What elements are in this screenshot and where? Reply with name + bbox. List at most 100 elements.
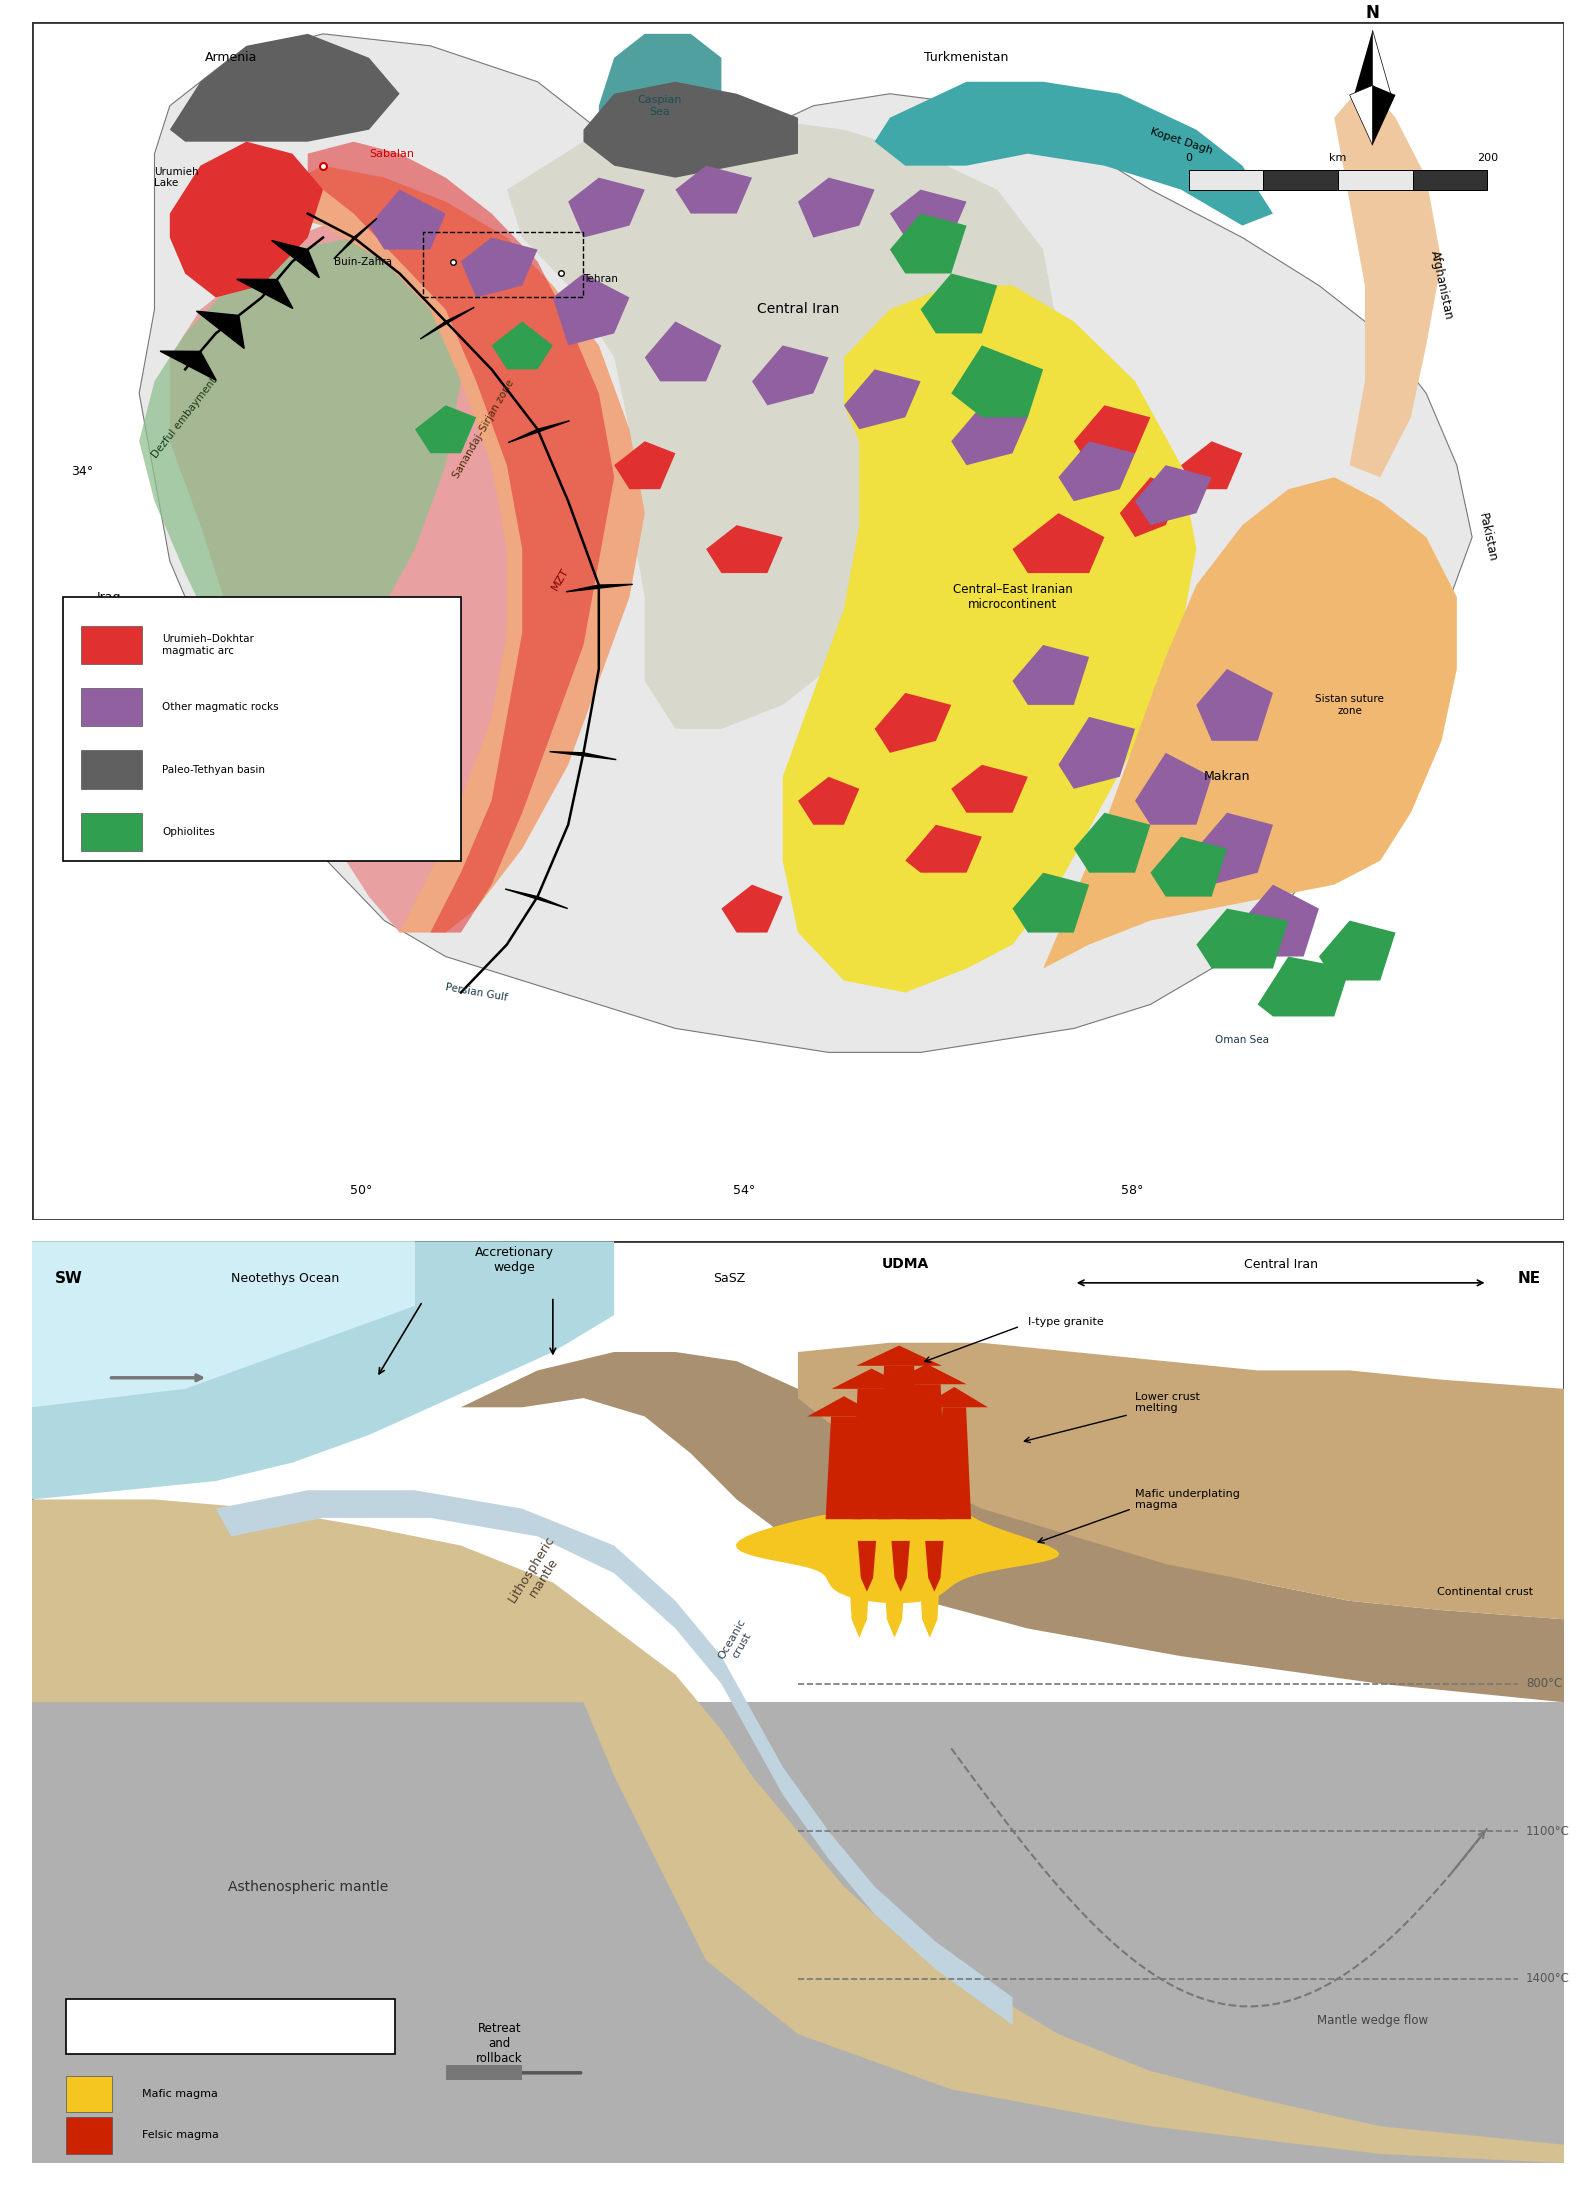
- Text: Mafic magma: Mafic magma: [142, 2089, 219, 2100]
- Polygon shape: [1197, 669, 1274, 741]
- Text: 34°: 34°: [72, 465, 94, 479]
- FancyBboxPatch shape: [81, 749, 142, 789]
- Polygon shape: [1058, 441, 1135, 500]
- Polygon shape: [878, 1366, 921, 1519]
- FancyBboxPatch shape: [32, 22, 1564, 1219]
- Text: 58°: 58°: [1120, 1184, 1143, 1197]
- Text: Oceanic
crust: Oceanic crust: [717, 1617, 758, 1667]
- Polygon shape: [169, 142, 322, 297]
- Text: Accretionary
wedge: Accretionary wedge: [476, 1245, 554, 1274]
- Text: N: N: [1366, 4, 1379, 22]
- Text: MZT: MZT: [551, 566, 571, 592]
- Polygon shape: [271, 240, 319, 277]
- Polygon shape: [892, 1540, 910, 1591]
- Polygon shape: [1135, 754, 1211, 824]
- Polygon shape: [951, 345, 1044, 417]
- Polygon shape: [169, 33, 399, 142]
- Polygon shape: [1012, 645, 1088, 706]
- Polygon shape: [160, 352, 215, 380]
- Text: Central–East Iranian
microcontinent: Central–East Iranian microcontinent: [953, 583, 1073, 612]
- Polygon shape: [875, 693, 951, 754]
- Polygon shape: [921, 273, 998, 334]
- FancyBboxPatch shape: [1412, 170, 1487, 190]
- Text: Other magmatic rocks: Other magmatic rocks: [163, 701, 279, 712]
- Polygon shape: [926, 1540, 943, 1591]
- Polygon shape: [420, 308, 474, 339]
- Text: Armenia: Armenia: [204, 50, 257, 63]
- Polygon shape: [857, 1540, 876, 1591]
- Text: Lower crust
melting: Lower crust melting: [1135, 1392, 1200, 1414]
- Text: 200: 200: [1476, 153, 1499, 164]
- Polygon shape: [139, 658, 231, 813]
- Polygon shape: [508, 422, 570, 444]
- Polygon shape: [1012, 872, 1088, 933]
- Polygon shape: [875, 81, 1274, 225]
- Text: I-type granite: I-type granite: [1028, 1318, 1103, 1326]
- Polygon shape: [598, 33, 721, 153]
- Polygon shape: [1242, 885, 1318, 957]
- Text: 800°C: 800°C: [1526, 1678, 1562, 1691]
- Polygon shape: [937, 1407, 970, 1519]
- Polygon shape: [169, 214, 629, 933]
- Polygon shape: [1373, 85, 1395, 144]
- Polygon shape: [1334, 81, 1441, 476]
- Text: Mantle wedge flow: Mantle wedge flow: [1317, 2015, 1428, 2028]
- Polygon shape: [32, 1241, 415, 1407]
- Polygon shape: [278, 166, 645, 933]
- Text: Felsic magma: Felsic magma: [142, 2130, 219, 2141]
- FancyBboxPatch shape: [1337, 170, 1412, 190]
- Polygon shape: [1258, 957, 1350, 1016]
- Text: 50°: 50°: [350, 1184, 372, 1197]
- Polygon shape: [369, 190, 445, 249]
- Polygon shape: [549, 752, 616, 760]
- Polygon shape: [752, 345, 828, 404]
- Text: SW: SW: [54, 1272, 83, 1285]
- Text: Tehran: Tehran: [584, 275, 618, 284]
- FancyBboxPatch shape: [1189, 170, 1264, 190]
- Text: 30°: 30°: [72, 758, 94, 771]
- Polygon shape: [1044, 476, 1457, 968]
- Polygon shape: [782, 286, 1197, 992]
- Polygon shape: [1012, 513, 1104, 572]
- Text: Makran: Makran: [1203, 771, 1250, 782]
- Polygon shape: [1197, 813, 1274, 885]
- Polygon shape: [907, 1385, 946, 1519]
- Polygon shape: [852, 1390, 892, 1519]
- Text: Sistan suture
zone: Sistan suture zone: [1315, 695, 1384, 717]
- Text: Urumieh–Dokhtar
magmatic arc: Urumieh–Dokhtar magmatic arc: [163, 634, 254, 656]
- Polygon shape: [1373, 31, 1392, 101]
- Polygon shape: [334, 218, 377, 258]
- Polygon shape: [1120, 476, 1181, 538]
- Polygon shape: [736, 1512, 1060, 1604]
- Polygon shape: [798, 177, 875, 238]
- Text: Paleo-Tethyan basin: Paleo-Tethyan basin: [163, 765, 265, 776]
- Text: Iraq: Iraq: [96, 590, 121, 603]
- Text: Neotethys Ocean: Neotethys Ocean: [231, 1272, 340, 1285]
- Polygon shape: [951, 765, 1028, 813]
- Text: Dezful embayment: Dezful embayment: [150, 376, 220, 459]
- Polygon shape: [1074, 404, 1151, 465]
- Polygon shape: [891, 190, 967, 238]
- Text: Kopet Dagh: Kopet Dagh: [1149, 127, 1213, 157]
- FancyBboxPatch shape: [32, 1241, 1564, 2163]
- Text: Turkmenistan: Turkmenistan: [924, 50, 1009, 63]
- FancyBboxPatch shape: [81, 625, 142, 664]
- Polygon shape: [1135, 465, 1211, 524]
- Polygon shape: [552, 273, 629, 345]
- Text: Late Eocene (~37 Ma): Late Eocene (~37 Ma): [166, 2021, 297, 2034]
- Polygon shape: [808, 1396, 881, 1416]
- Text: Urumieh
Lake: Urumieh Lake: [155, 166, 200, 188]
- Polygon shape: [798, 778, 859, 824]
- Text: Pakistan: Pakistan: [1476, 511, 1499, 564]
- FancyBboxPatch shape: [1264, 170, 1337, 190]
- Polygon shape: [675, 166, 752, 214]
- Polygon shape: [215, 1490, 1012, 2025]
- Polygon shape: [1353, 31, 1373, 101]
- Polygon shape: [415, 404, 476, 452]
- Polygon shape: [445, 2065, 522, 2080]
- Text: Buin-Zahra: Buin-Zahra: [334, 256, 393, 267]
- Text: Afghanistan: Afghanistan: [1428, 249, 1456, 321]
- FancyBboxPatch shape: [65, 2117, 112, 2154]
- Polygon shape: [825, 1416, 862, 1519]
- Text: Sabalan: Sabalan: [369, 149, 413, 160]
